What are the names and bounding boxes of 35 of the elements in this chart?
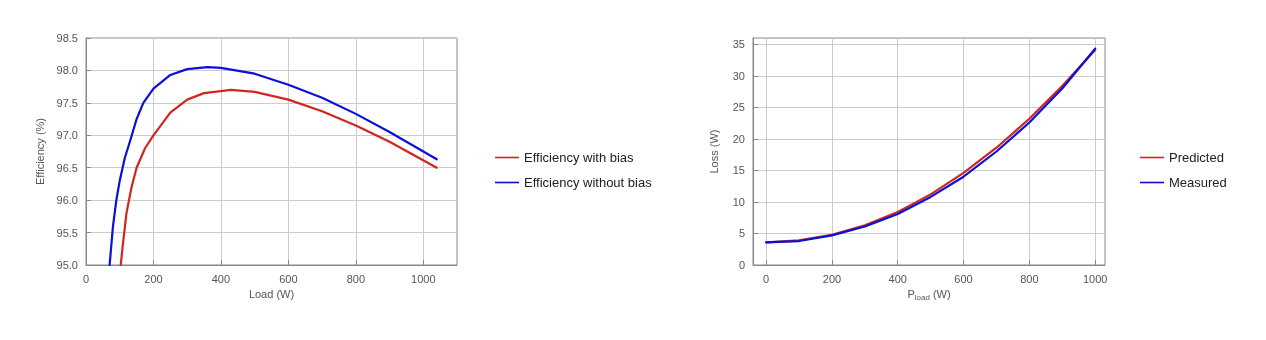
y-tick-label: 10 xyxy=(732,195,745,208)
y-tick-label: 95.5 xyxy=(56,226,78,239)
x-tick-label: 1000 xyxy=(411,272,436,285)
x-axis-title: Load (W) xyxy=(248,288,295,301)
y-axis-title: Loss (W) xyxy=(707,129,720,174)
y-tick-label: 25 xyxy=(732,101,745,114)
legend-label: Efficiency with bias xyxy=(524,150,635,165)
y-tick-label: 0 xyxy=(738,259,745,271)
x-tick-label: 600 xyxy=(954,272,973,285)
legend-label: Predicted xyxy=(1169,150,1224,165)
y-tick-label: 98.0 xyxy=(56,64,78,77)
legend-label: Measured xyxy=(1169,175,1227,190)
x-tick-label: 600 xyxy=(279,272,298,285)
x-tick-label: 1000 xyxy=(1082,272,1108,285)
y-tick-label: 97.0 xyxy=(56,129,78,142)
y-tick-label: 98.5 xyxy=(56,32,78,44)
y-tick-label: 96.0 xyxy=(56,194,78,207)
y-tick-label: 20 xyxy=(732,132,745,145)
y-tick-label: 35 xyxy=(732,38,745,51)
x-tick-label: 200 xyxy=(822,272,842,285)
y-axis-title: Efficiency (%) xyxy=(34,117,47,186)
x-tick-label: 0 xyxy=(82,272,90,285)
y-tick-label: 30 xyxy=(732,69,745,82)
x-tick-label: 200 xyxy=(144,272,163,285)
x-tick-label: 400 xyxy=(888,272,907,285)
y-tick-label: 15 xyxy=(732,164,745,177)
x-tick-label: 400 xyxy=(211,272,231,285)
y-tick-label: 95.0 xyxy=(56,259,78,271)
x-tick-label: 800 xyxy=(1020,272,1039,285)
y-tick-label: 97.5 xyxy=(56,96,78,109)
x-tick-label: 0 xyxy=(763,272,770,285)
x-tick-label: 800 xyxy=(346,272,365,285)
legend-label: Efficiency without bias xyxy=(524,175,653,190)
y-tick-label: 96.5 xyxy=(56,161,78,174)
y-tick-label: 5 xyxy=(738,227,745,240)
